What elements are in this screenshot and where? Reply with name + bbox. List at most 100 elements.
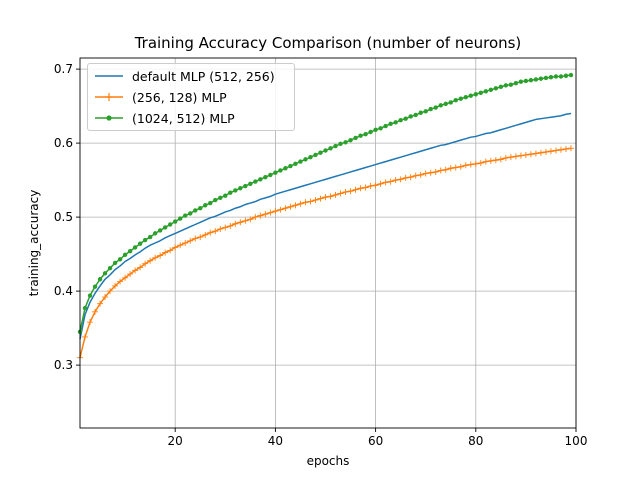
series-2-point-30	[223, 193, 228, 198]
series-1-point-84	[492, 157, 499, 164]
series-2-point-35	[248, 181, 253, 186]
series-2-point-49	[318, 150, 323, 155]
series-1-point-21	[177, 242, 184, 249]
series-2-point-36	[253, 179, 258, 184]
series-2-point-27	[208, 200, 213, 206]
x-tick-label-40: 40	[268, 434, 283, 448]
series-2-point-11	[127, 248, 133, 254]
series-2-point-58	[363, 132, 368, 137]
series-1-point-99	[567, 145, 574, 152]
series-1-point-76	[452, 164, 459, 171]
series-1-point-38	[262, 211, 269, 218]
series-2-point-85	[498, 84, 504, 90]
series-1-point-72	[432, 168, 439, 175]
series-1-point-13	[137, 264, 144, 271]
series-1-point-89	[517, 152, 524, 159]
x-tick-label-80: 80	[468, 434, 483, 448]
series-2-point-80	[473, 92, 478, 97]
series-1-point-36	[252, 214, 259, 221]
series-2-point-91	[528, 78, 534, 83]
series-2-point-83	[488, 87, 494, 93]
series-2-point-79	[468, 93, 473, 98]
series-2-point-9	[117, 257, 123, 262]
series-1-point-14	[142, 260, 149, 267]
series-1-point-16	[152, 254, 159, 261]
series-1-point-28	[212, 228, 219, 235]
series-2-point-59	[368, 129, 373, 135]
series-1-point-5	[97, 300, 104, 307]
series-2-point-16	[152, 231, 158, 236]
series-1-point-70	[422, 170, 429, 177]
y-tick-label-0-6: 0.6	[54, 136, 73, 150]
series-1-point-69	[417, 171, 424, 178]
series-2-point-17	[157, 228, 163, 233]
series-2-point-88	[513, 80, 519, 86]
series-1-point-45	[297, 200, 304, 207]
series-2-point-67	[408, 114, 413, 119]
series-2-point-37	[258, 177, 263, 182]
series-1-point-52	[332, 191, 339, 198]
series-1-point-85	[497, 156, 504, 163]
series-1-point-33	[237, 219, 244, 226]
series-2-point-45	[298, 159, 303, 164]
series-1-point-92	[532, 150, 539, 157]
series-1-point-47	[307, 198, 314, 205]
series-1-point-55	[347, 188, 354, 195]
series-1-point-90	[522, 151, 529, 158]
series-line-0	[79, 112, 572, 340]
series-2-point-14	[142, 237, 148, 243]
series-1-point-19	[167, 247, 174, 254]
series-1-point-83	[487, 157, 494, 164]
legend-item-256-128-mlp: (256, 128) MLP	[94, 88, 227, 106]
series-2-point-61	[378, 126, 383, 131]
series-2-point-40	[273, 170, 278, 175]
series-2-point-56	[353, 135, 358, 141]
series-1-point-51	[327, 193, 334, 200]
series-2-point-78	[463, 95, 468, 100]
series-2-point-25	[198, 206, 203, 211]
series-2-point-73	[438, 103, 443, 108]
y-tick-label-0-3: 0.3	[54, 358, 73, 372]
series-1-point-56	[352, 186, 359, 193]
series-1-point-95	[547, 148, 554, 155]
series-2-point-15	[147, 234, 153, 240]
series-2-point-90	[523, 78, 529, 84]
series-1-point-32	[232, 220, 239, 227]
series-1-point-77	[457, 163, 464, 170]
series-1-point-93	[537, 149, 544, 156]
series-1-point-60	[372, 182, 379, 189]
series-2-point-77	[458, 96, 463, 101]
x-axis-label: epochs	[306, 454, 350, 468]
series-2-point-69	[418, 110, 423, 115]
series-1-point-42	[282, 205, 289, 212]
series-1-point-74	[442, 166, 449, 173]
series-1-point-20	[172, 244, 179, 251]
series-1-point-91	[527, 151, 534, 158]
series-2-point-96	[553, 74, 559, 79]
series-2-point-74	[443, 101, 448, 107]
series-1-point-68	[412, 172, 419, 179]
series-2-point-24	[193, 208, 198, 213]
series-2-point-26	[203, 203, 208, 208]
series-1-point-88	[512, 153, 519, 160]
series-2-point-98	[563, 73, 569, 78]
series-1-point-98	[562, 146, 569, 153]
series-1-point-54	[342, 188, 349, 195]
series-1-point-26	[202, 231, 209, 238]
y-axis-label: training_accuracy	[27, 189, 41, 297]
series-2-point-97	[558, 74, 564, 79]
legend-item-default-mlp: default MLP (512, 256)	[94, 67, 275, 85]
series-1-point-79	[467, 161, 474, 168]
series-1-point-50	[322, 194, 329, 201]
series-2-point-4	[92, 284, 98, 289]
series-1-point-4	[92, 308, 99, 315]
series-2-point-13	[137, 241, 143, 246]
legend-item-1024-512-mlp: (1024, 512) MLP	[94, 109, 235, 127]
series-1-point-12	[132, 267, 139, 274]
y-tick-label-0-7: 0.7	[54, 62, 73, 76]
series-2-point-34	[243, 183, 248, 189]
series-2-point-66	[403, 116, 408, 121]
series-2-point-32	[233, 188, 238, 193]
x-tick-label-20: 20	[168, 434, 183, 448]
